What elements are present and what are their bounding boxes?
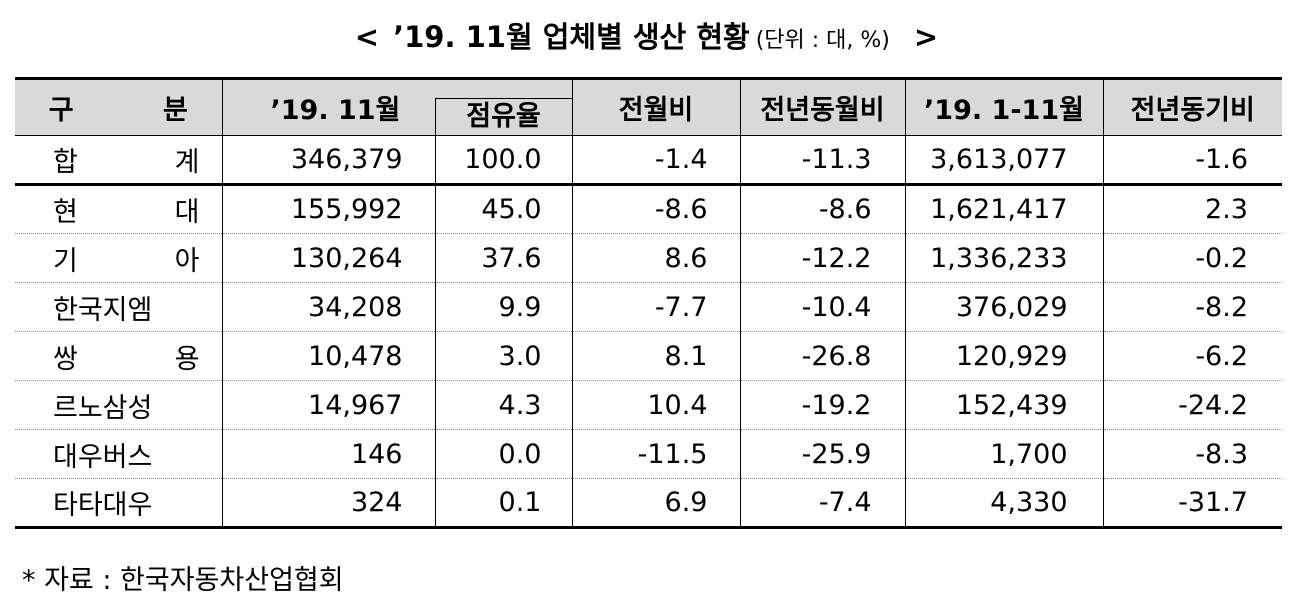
- cell: 6.9: [571, 478, 740, 529]
- cell: -31.7: [1102, 478, 1282, 529]
- row-label: 합 계: [15, 135, 222, 186]
- source-note: * 자료 : 한국자동차산업협회: [22, 565, 344, 596]
- table-row: 대우버스 146 0.0 -11.5 -25.9 1,700 -8.3: [15, 429, 1282, 479]
- cell: 1,700: [904, 429, 1103, 479]
- cell: -7.7: [571, 282, 740, 332]
- row-label: 타타대우: [15, 478, 222, 529]
- row-label: 기 아: [15, 233, 222, 283]
- header-cell: 전년동기비: [1102, 77, 1282, 136]
- cell: -7.4: [739, 478, 905, 529]
- cell: 376,029: [904, 282, 1103, 332]
- cell: 100.0: [434, 135, 572, 186]
- title: < ’19. 11월 업체별 생산 현황 (단위 : 대, %) >: [0, 14, 1293, 56]
- cell: 37.6: [434, 233, 572, 283]
- table-row: 현 대 155,992 45.0 -8.6 -8.6 1,621,417 2.3: [15, 184, 1282, 234]
- header-cell: 구 분: [15, 77, 222, 136]
- cell: 0.0: [434, 429, 572, 479]
- cell: 9.9: [434, 282, 572, 332]
- title-unit: (단위 : 대, %): [755, 28, 890, 53]
- header-text: 구 분: [48, 95, 228, 126]
- title-bracket: >: [913, 20, 939, 54]
- table-row: 타타대우 324 0.1 6.9 -7.4 4,330 -31.7: [15, 478, 1282, 529]
- table-row: 합 계 346,379 100.0 -1.4 -11.3 3,613,077 -1.6: [15, 135, 1282, 186]
- cell: 146: [221, 429, 435, 479]
- cell: 4,330: [904, 478, 1103, 529]
- header-cell: ’19. 11월 점유율: [221, 77, 572, 136]
- cell: -26.8: [739, 331, 905, 381]
- cell: 1,621,417: [904, 184, 1103, 234]
- cell: 152,439: [904, 380, 1103, 430]
- cell: 10.4: [571, 380, 740, 430]
- row-label: 한국지엠: [15, 282, 222, 332]
- cell: 0.1: [434, 478, 572, 529]
- header-text: ’19. 11월: [270, 95, 401, 126]
- table-row: 한국지엠 34,208 9.9 -7.7 -10.4 376,029 -8.2: [15, 282, 1282, 332]
- cell: 155,992: [221, 184, 435, 234]
- cell: 346,379: [221, 135, 435, 186]
- row-label: 대우버스: [15, 429, 222, 479]
- cell: -1.6: [1102, 135, 1282, 186]
- header-cell: 전년동월비: [739, 77, 905, 136]
- cell: 4.3: [434, 380, 572, 430]
- cell: 1,336,233: [904, 233, 1103, 283]
- table-row: 르노삼성 14,967 4.3 10.4 -19.2 152,439 -24.2: [15, 380, 1282, 430]
- cell: 45.0: [434, 184, 572, 234]
- table-header: 구 분 ’19. 11월 점유율 전월비 전년동월비 ’19. 1-11월 전년동…: [15, 77, 1282, 136]
- cell: -0.2: [1102, 233, 1282, 283]
- header-row: 구 분 ’19. 11월 점유율 전월비 전년동월비 ’19. 1-11월 전년동…: [15, 77, 1282, 136]
- title-bracket: <: [354, 20, 380, 54]
- table-body: 합 계 346,379 100.0 -1.4 -11.3 3,613,077 -1.6 현 대…: [15, 135, 1282, 529]
- cell: 10,478: [221, 331, 435, 381]
- cell: -8.6: [571, 184, 740, 234]
- cell: 34,208: [221, 282, 435, 332]
- header-cell: 전월비: [571, 77, 740, 136]
- table-row: 기 아 130,264 37.6 8.6 -12.2 1,336,233 -0.2: [15, 233, 1282, 283]
- cell: 14,967: [221, 380, 435, 430]
- cell: 120,929: [904, 331, 1103, 381]
- table-row: 쌍 용 10,478 3.0 8.1 -26.8 120,929 -6.2: [15, 331, 1282, 381]
- header-cell: ’19. 1-11월: [904, 77, 1103, 136]
- cell: 8.6: [571, 233, 740, 283]
- cell: -11.5: [571, 429, 740, 479]
- header-subcell: 점유율: [434, 98, 572, 135]
- cell: 130,264: [221, 233, 435, 283]
- title-text: ’19. 11월 업체별 생산 현황: [393, 20, 750, 54]
- cell: -8.6: [739, 184, 905, 234]
- cell: -25.9: [739, 429, 905, 479]
- cell: -12.2: [739, 233, 905, 283]
- row-label: 르노삼성: [15, 380, 222, 430]
- cell: 2.3: [1102, 184, 1282, 234]
- cell: 3.0: [434, 331, 572, 381]
- cell: -8.2: [1102, 282, 1282, 332]
- cell: -11.3: [739, 135, 905, 186]
- cell: 324: [221, 478, 435, 529]
- cell: 8.1: [571, 331, 740, 381]
- cell: -24.2: [1102, 380, 1282, 430]
- cell: -19.2: [739, 380, 905, 430]
- cell: 3,613,077: [904, 135, 1103, 186]
- cell: -10.4: [739, 282, 905, 332]
- cell: -8.3: [1102, 429, 1282, 479]
- production-table: 구 분 ’19. 11월 점유율 전월비 전년동월비 ’19. 1-11월 전년동…: [15, 77, 1282, 529]
- cell: -1.4: [571, 135, 740, 186]
- cell: -6.2: [1102, 331, 1282, 381]
- row-label: 쌍 용: [15, 331, 222, 381]
- row-label: 현 대: [15, 184, 222, 234]
